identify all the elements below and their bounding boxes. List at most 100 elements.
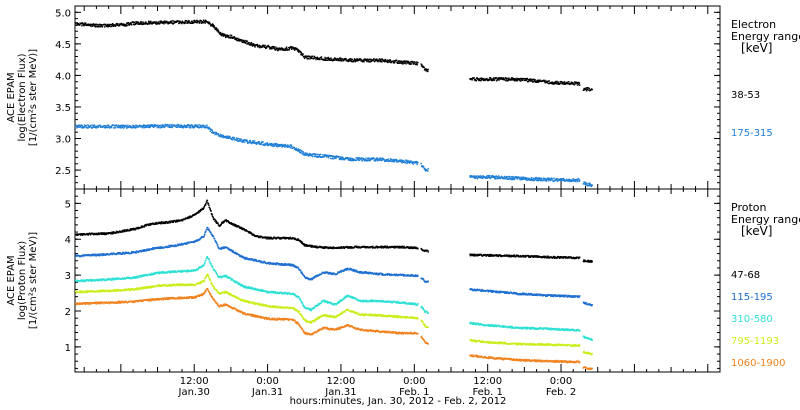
- data-point: [249, 141, 251, 144]
- data-point: [305, 154, 307, 156]
- data-point: [505, 178, 507, 180]
- data-point: [204, 204, 207, 206]
- data-point: [577, 257, 580, 260]
- data-point: [240, 256, 242, 258]
- data-point: [197, 124, 199, 126]
- data-point: [272, 47, 274, 49]
- data-point: [159, 20, 161, 23]
- data-point: [220, 248, 222, 250]
- data-point: [377, 61, 379, 63]
- data-point: [94, 126, 96, 128]
- data-point: [130, 228, 133, 231]
- y-tick-label: 4.5: [55, 40, 71, 51]
- data-point: [140, 227, 142, 229]
- data-point: [297, 238, 300, 241]
- data-point: [278, 144, 280, 146]
- data-point: [141, 226, 143, 229]
- data-point: [340, 271, 342, 273]
- data-point: [222, 222, 224, 224]
- data-point: [321, 246, 324, 248]
- data-point: [199, 210, 202, 212]
- data-point: [181, 125, 183, 127]
- y-tick-label: 5.0: [55, 8, 71, 19]
- data-point: [121, 124, 123, 127]
- data-point: [104, 233, 106, 235]
- data-point: [308, 154, 311, 156]
- data-point: [84, 22, 86, 24]
- data-point: [175, 221, 177, 223]
- data-point: [152, 21, 154, 23]
- data-point: [299, 51, 302, 54]
- data-point: [232, 224, 234, 226]
- data-point: [485, 78, 488, 81]
- data-point: [135, 252, 137, 254]
- data-point: [270, 144, 272, 147]
- data-point: [496, 80, 498, 82]
- data-point: [350, 247, 353, 249]
- data-point: [284, 262, 286, 265]
- data-point: [414, 247, 417, 250]
- data-point: [102, 254, 105, 256]
- data-point: [247, 43, 250, 45]
- data-point: [286, 48, 288, 50]
- data-point: [82, 126, 84, 128]
- data-point: [408, 160, 410, 163]
- data-point: [569, 257, 572, 259]
- data-point: [134, 125, 136, 127]
- data-point: [127, 24, 130, 26]
- data-point: [497, 175, 500, 177]
- data-point: [184, 218, 186, 221]
- data-point: [331, 155, 334, 157]
- y-axis-label: [1/(cm²s ster MeV)]: [28, 49, 39, 146]
- data-point: [528, 79, 531, 81]
- data-point: [215, 241, 217, 243]
- data-point: [259, 260, 262, 262]
- data-point: [270, 143, 272, 146]
- data-point: [349, 247, 351, 249]
- data-point: [191, 21, 194, 24]
- data-point: [135, 22, 138, 25]
- data-point: [559, 82, 562, 85]
- data-point: [228, 35, 230, 38]
- data-point: [253, 259, 255, 262]
- data-point: [478, 175, 480, 177]
- data-point: [192, 126, 194, 128]
- data-point: [390, 160, 392, 162]
- data-point: [311, 154, 313, 156]
- data-point: [396, 59, 398, 62]
- data-point: [573, 178, 575, 181]
- data-point: [280, 238, 282, 240]
- data-point: [289, 264, 291, 267]
- data-point: [348, 247, 350, 249]
- data-point: [356, 159, 358, 162]
- data-point: [379, 61, 381, 63]
- data-point: [371, 246, 373, 248]
- data-point: [200, 237, 202, 239]
- data-point: [314, 153, 316, 155]
- data-point: [256, 43, 258, 46]
- data-point: [244, 230, 247, 232]
- data-point: [393, 161, 395, 163]
- data-point: [473, 253, 475, 255]
- data-point: [382, 247, 385, 249]
- data-point: [511, 78, 513, 80]
- data-point: [404, 61, 407, 63]
- data-point: [267, 238, 269, 240]
- data-point: [110, 23, 113, 26]
- data-point: [217, 31, 219, 33]
- data-point: [314, 155, 317, 157]
- data-point: [347, 159, 350, 161]
- data-point: [211, 215, 214, 217]
- data-point: [302, 53, 304, 55]
- data-point: [271, 48, 273, 50]
- data-point: [539, 179, 542, 181]
- data-point: [231, 36, 233, 38]
- data-point: [316, 56, 319, 58]
- data-point: [552, 256, 554, 259]
- data-point: [331, 155, 333, 157]
- data-point: [337, 272, 339, 274]
- y-axis-label: [1/(cm²s ster MeV)]: [28, 232, 39, 329]
- data-point: [274, 263, 277, 266]
- data-point: [488, 175, 490, 178]
- data-point: [306, 152, 308, 155]
